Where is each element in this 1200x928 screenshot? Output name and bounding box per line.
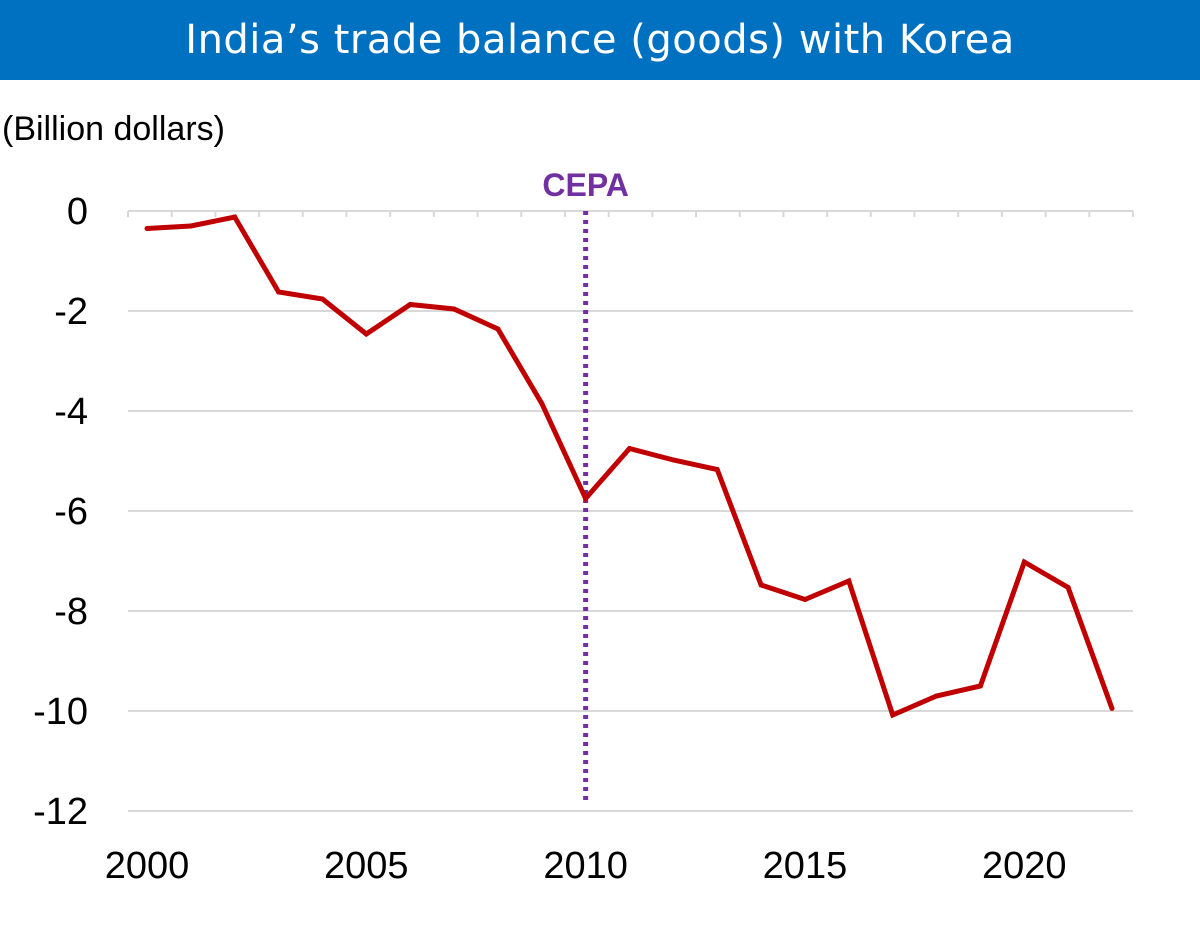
data-point	[144, 226, 150, 231]
data-point	[977, 683, 983, 689]
data-point	[363, 331, 369, 337]
data-point	[627, 446, 632, 451]
data-point	[1109, 706, 1115, 711]
y-tick-label: -10	[33, 691, 88, 733]
title-bar: India’s trade balance (goods) with Korea	[0, 0, 1200, 80]
data-point	[714, 467, 720, 472]
data-point	[670, 457, 676, 463]
x-tick-label: 2020	[982, 845, 1067, 887]
data-point	[934, 693, 940, 699]
y-axis-unit-label: (Billion dollars)	[2, 110, 225, 148]
data-point	[451, 306, 457, 312]
y-tick-label: -2	[54, 291, 88, 333]
data-point	[758, 582, 764, 588]
data-point	[495, 326, 501, 332]
y-axis-ticks: 0 -2 -4 -6 -8 -10 -12	[33, 191, 88, 833]
data-point	[890, 712, 896, 718]
data-point	[846, 578, 852, 584]
y-tick-label: -4	[54, 391, 88, 433]
y-tick-label: 0	[67, 191, 88, 233]
data-point	[407, 302, 413, 307]
x-axis-ticks: 2000 2005 2010 2015 2020	[105, 845, 1067, 887]
series-layer	[144, 214, 1115, 719]
data-point	[1065, 585, 1071, 590]
y-tick-label: -12	[33, 791, 88, 833]
chart-title: India’s trade balance (goods) with Korea	[185, 17, 1015, 63]
data-point	[1021, 559, 1027, 565]
data-point	[276, 289, 282, 295]
data-point	[539, 401, 545, 406]
y-tick-label: -8	[54, 591, 88, 633]
series-line-trade-balance	[146, 214, 1115, 719]
data-point	[232, 214, 238, 220]
cepa-annotation: CEPA	[542, 167, 629, 800]
x-tick-label: 2005	[324, 845, 409, 887]
x-tick-label: 2015	[763, 845, 848, 887]
x-tick-label: 2010	[543, 845, 628, 887]
data-point	[319, 296, 325, 302]
y-tick-label: -6	[54, 491, 88, 533]
gridlines	[127, 210, 1134, 812]
x-tick-label: 2000	[105, 845, 190, 887]
data-point	[188, 223, 194, 229]
data-point	[802, 597, 808, 602]
data-point	[583, 496, 589, 501]
cepa-label: CEPA	[542, 167, 629, 203]
